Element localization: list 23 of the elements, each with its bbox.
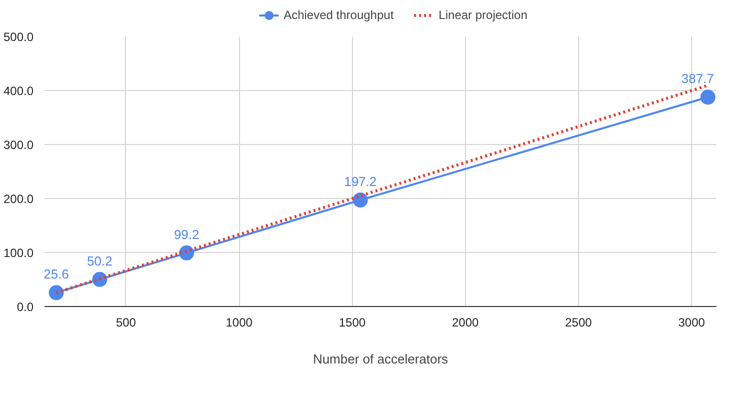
x-tick-label: 1000 <box>226 316 253 330</box>
x-axis-title: Number of accelerators <box>312 352 449 366</box>
point <box>700 90 716 105</box>
legend-label: Achieved throughput <box>284 8 394 22</box>
x-tick-label: 500 <box>116 316 136 330</box>
x-tick-label: 1500 <box>338 316 366 330</box>
y-tick-label: 0.0 <box>16 300 34 314</box>
x-tick-label: 3000 <box>678 316 706 330</box>
point <box>352 192 368 208</box>
x-tick-label: 2000 <box>452 316 480 330</box>
legend-label: Linear projection <box>438 8 528 22</box>
y-tick-label: 500.0 <box>3 30 34 44</box>
y-tick-label: 400.0 <box>3 84 34 98</box>
y-tick-label: 200.0 <box>3 192 34 206</box>
data-label: 197.2 <box>344 174 377 190</box>
y-tick-label: 100.0 <box>3 246 34 260</box>
data-label: 50.2 <box>87 253 112 268</box>
data-label: 387.7 <box>681 71 714 86</box>
y-tick-label: 300.0 <box>3 138 34 152</box>
x-tick-label: 2500 <box>565 316 592 330</box>
data-label: 99.2 <box>174 226 200 242</box>
point <box>48 285 64 300</box>
data-label: 25.6 <box>44 266 69 282</box>
